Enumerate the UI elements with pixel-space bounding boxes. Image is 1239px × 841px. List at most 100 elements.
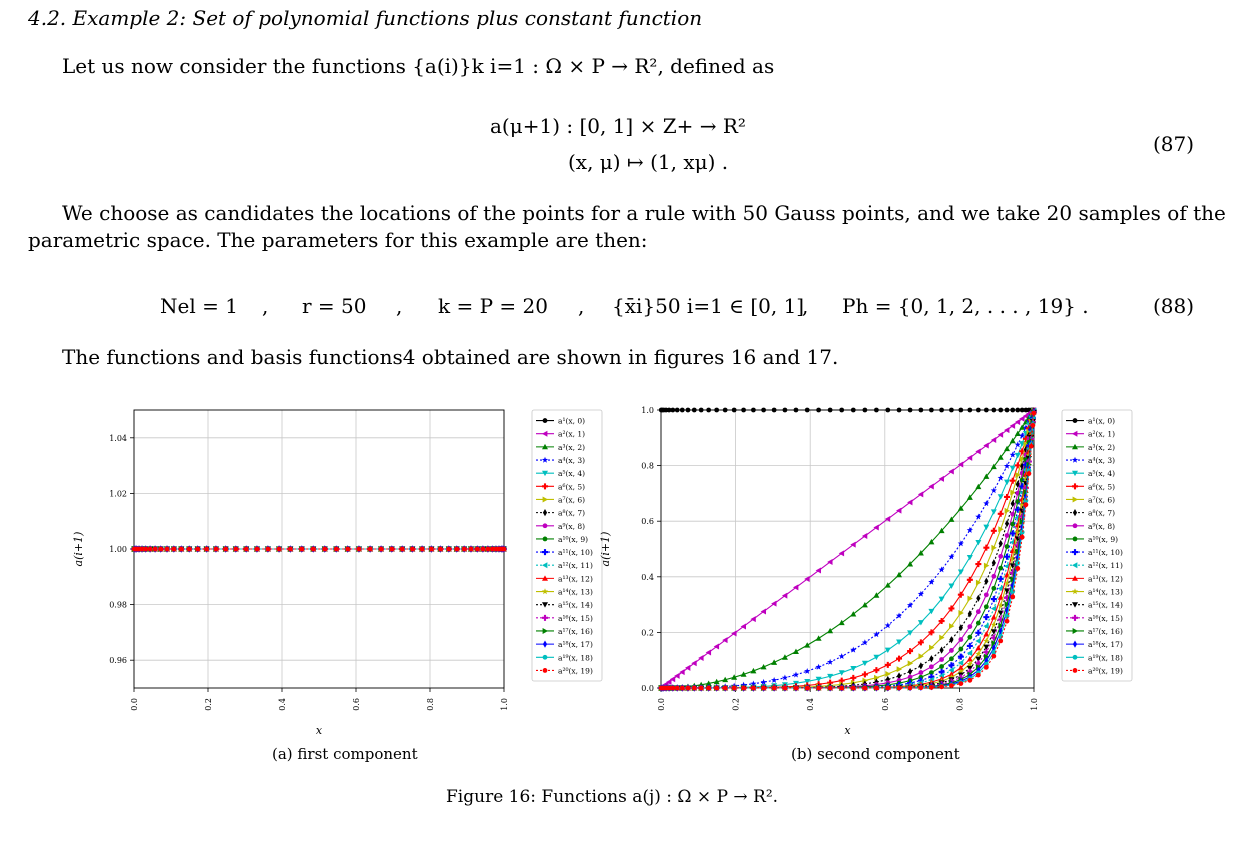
data-point [679, 407, 685, 413]
data-point [310, 546, 316, 552]
data-point [781, 592, 788, 599]
data-point [984, 577, 989, 585]
x-tick-label: 0.0 [130, 698, 139, 711]
data-point [975, 656, 982, 663]
data-point [990, 436, 997, 443]
legend-label: a²(x, 1) [1088, 430, 1115, 439]
data-point [1004, 606, 1010, 614]
data-point [884, 647, 891, 654]
legend-marker [1072, 430, 1078, 437]
data-point [1009, 465, 1016, 472]
legend-marker [542, 418, 548, 423]
data-point [873, 685, 879, 691]
legend-label: a⁹(x, 8) [1088, 522, 1115, 531]
data-point [907, 674, 913, 680]
data-point [975, 609, 981, 615]
data-point [1030, 422, 1036, 428]
data-point [884, 661, 891, 668]
legend-marker [541, 588, 549, 595]
equation-87-line1: a(μ+1) : [0, 1] × Z+ → R² [490, 114, 746, 138]
data-point [873, 674, 880, 681]
data-point [991, 644, 996, 652]
data-point [1014, 441, 1021, 448]
data-point [1004, 588, 1011, 594]
data-point [948, 662, 955, 669]
data-point [873, 667, 880, 674]
data-point [706, 685, 712, 691]
legend-marker [1072, 654, 1078, 660]
data-point [826, 658, 834, 665]
data-point [957, 591, 964, 598]
equation-87-number: (87) [1153, 132, 1195, 156]
data-point [804, 667, 811, 674]
data-point [983, 614, 990, 621]
legend-marker [1072, 496, 1078, 503]
data-point [939, 684, 944, 690]
y-tick-label: 0.98 [109, 601, 127, 610]
data-point [850, 407, 856, 413]
series-group [131, 545, 507, 553]
data-point [838, 619, 845, 626]
data-point [990, 629, 997, 635]
data-point [679, 669, 685, 676]
data-point [939, 634, 945, 641]
data-point [998, 553, 1004, 559]
data-point [1004, 533, 1010, 538]
data-point [1019, 415, 1025, 422]
data-point [990, 463, 997, 470]
data-point [938, 618, 945, 625]
data-point [740, 623, 746, 630]
data-point [1010, 511, 1016, 517]
data-point [997, 585, 1004, 592]
data-point [276, 546, 282, 552]
data-point [265, 546, 271, 552]
legend-label: a¹(x, 0) [558, 417, 585, 426]
data-point [485, 546, 491, 552]
series-line [661, 412, 1035, 689]
y-tick-label: 1.00 [109, 545, 127, 554]
data-point [1020, 462, 1025, 470]
x-axis-label: x [844, 724, 851, 737]
data-point [461, 546, 467, 552]
data-point [254, 546, 260, 552]
data-point [838, 677, 845, 684]
data-point [949, 636, 954, 644]
data-point [815, 676, 822, 683]
data-point [1019, 424, 1026, 430]
data-point [966, 650, 973, 657]
legend-label: a¹⁵(x, 14) [558, 601, 593, 610]
data-point [917, 590, 925, 597]
legend-label: a⁴(x, 3) [1088, 456, 1115, 465]
data-point [771, 407, 777, 413]
legend-label: a¹⁶(x, 15) [558, 614, 593, 623]
data-point [861, 533, 868, 540]
data-point [1015, 566, 1021, 571]
data-point [771, 600, 777, 607]
data-point [1023, 441, 1029, 448]
data-point [966, 526, 973, 533]
data-point [997, 474, 1004, 481]
figure-caption: Figure 16: Functions a(j) : Ω × P → R². [446, 787, 779, 807]
x-tick-label: 1.0 [500, 698, 509, 711]
data-point [685, 407, 691, 413]
x-tick-label: 0.8 [426, 698, 435, 711]
data-point [958, 637, 964, 642]
data-point [917, 491, 924, 498]
intro-paragraph: Let us now consider the functions {a(i)}… [62, 54, 774, 78]
series-group [658, 407, 1037, 692]
data-point [997, 575, 1004, 582]
data-point [949, 648, 954, 653]
legend-marker [541, 456, 549, 463]
data-point [976, 594, 981, 602]
data-point [139, 546, 145, 552]
data-point [501, 546, 507, 552]
data-point [741, 685, 746, 691]
data-point [983, 653, 990, 660]
x-tick-label: 0.2 [204, 698, 213, 711]
data-point [983, 524, 990, 531]
data-point [918, 407, 924, 413]
data-point [896, 407, 902, 413]
equation-88-sep4: , [802, 294, 809, 318]
legend-label: a⁵(x, 4) [558, 469, 585, 478]
data-point [957, 659, 964, 666]
